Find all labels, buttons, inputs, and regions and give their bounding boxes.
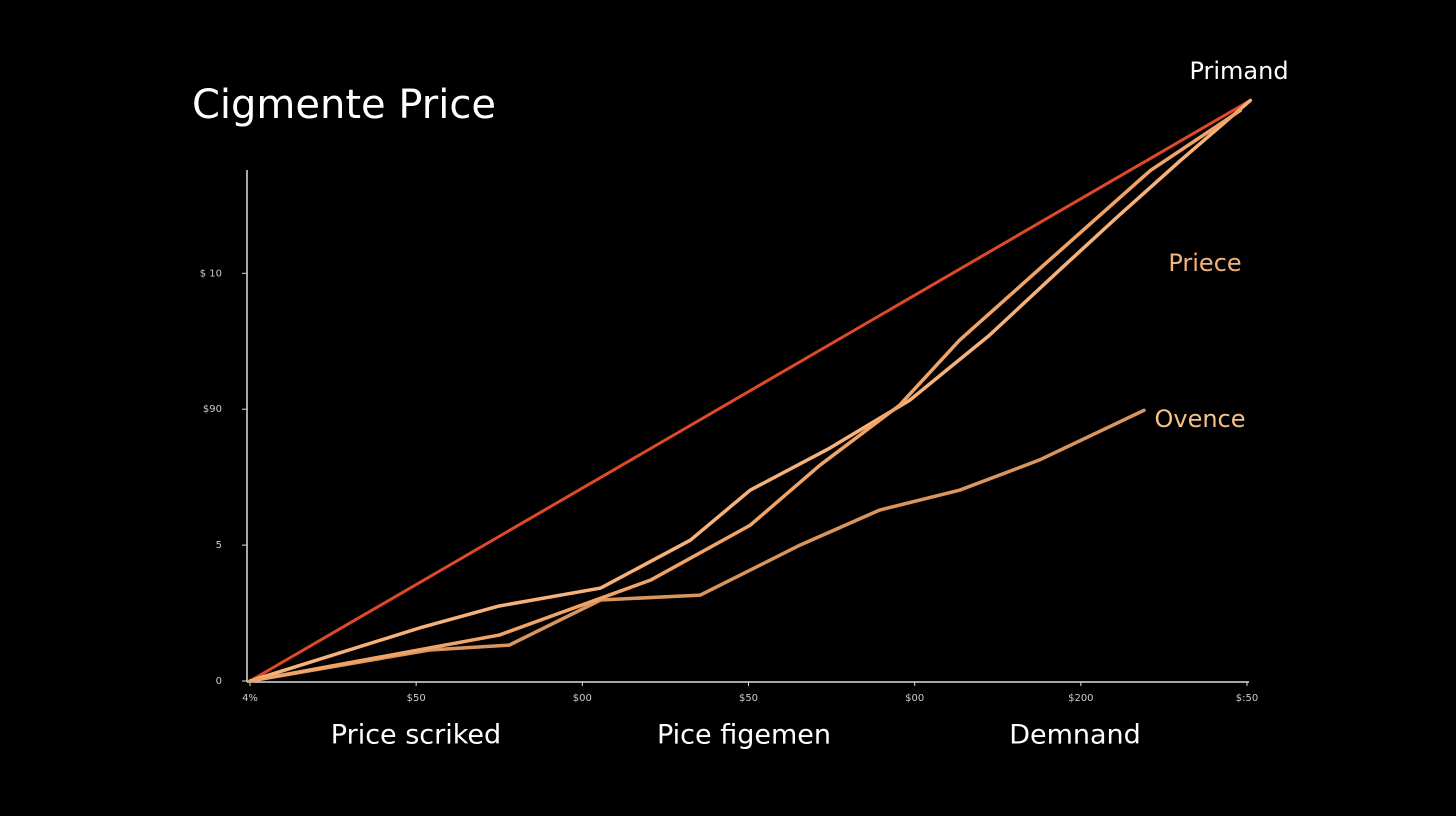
series-line [248,98,1253,683]
series-label: Priece [1168,249,1241,277]
y-tick-label: 5 [216,540,222,551]
series-label: Ovence [1154,405,1245,433]
y-tick-label: $ 10 [200,268,222,279]
series-label: Primand [1189,57,1288,85]
annotation: Demnand [1009,720,1141,751]
x-tick-label: $:50 [1236,693,1258,704]
x-tick-label: 4% [242,693,258,704]
x-tick-label: $50 [407,693,426,704]
y-tick-label: $90 [203,404,222,415]
x-tick-label: $00 [905,693,924,704]
annotation: Price scriked [331,720,501,751]
chart-title: Cigmente Price [192,82,496,128]
x-tick-label: $200 [1068,693,1093,704]
x-tick-label: $00 [573,693,592,704]
series-line [248,98,1252,683]
series-line [248,408,1146,683]
annotation: Pice figemen [657,720,831,751]
y-tick-label: 0 [216,676,222,687]
x-tick-label: $50 [739,693,758,704]
series-line [248,108,1243,683]
